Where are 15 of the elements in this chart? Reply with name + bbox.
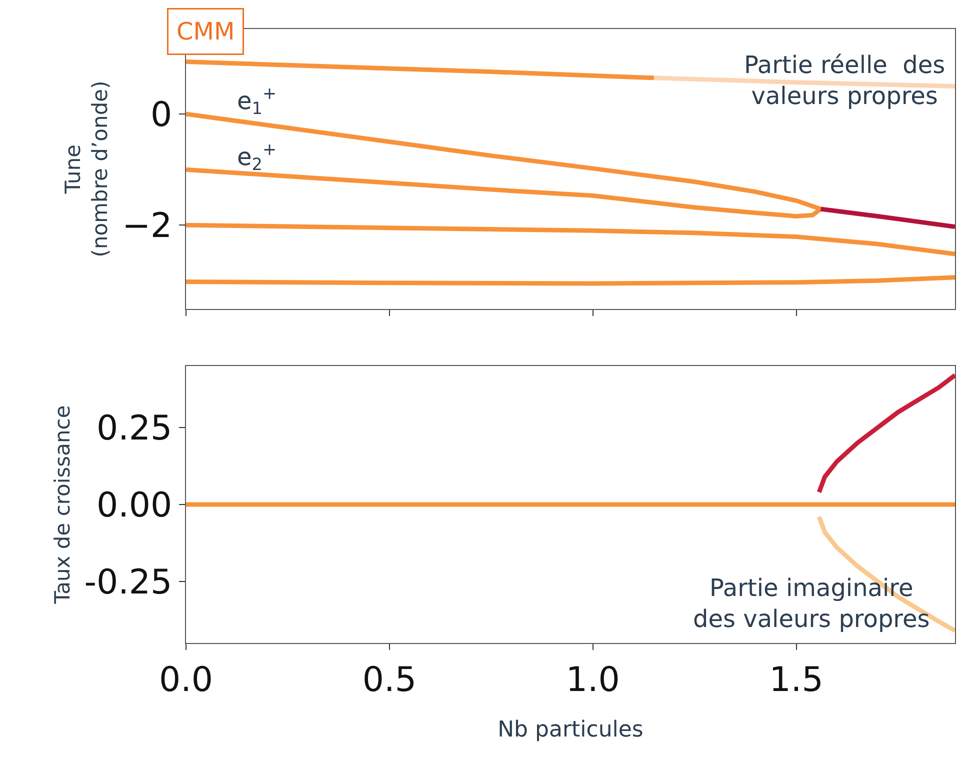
x-tick-label: 0.0 — [158, 660, 214, 700]
annotation: Partie réelle des valeurs propres — [744, 51, 946, 110]
y-tick-label: −2 — [122, 206, 172, 246]
annotation: CMM — [176, 18, 235, 46]
annotation: Partie imaginaire des valeurs propres — [693, 574, 930, 634]
x-tick-label: 1.0 — [566, 660, 620, 700]
y-axis-title: Taux de croissance — [50, 405, 74, 605]
y-tick-label: -0.25 — [84, 562, 172, 602]
y-tick-label: 0.00 — [96, 485, 172, 526]
y-tick-label: 0.25 — [96, 408, 172, 448]
x-axis-title: Nb particules — [498, 718, 644, 743]
x-tick-label: 0.5 — [362, 660, 416, 700]
y-axis-title: Tune (nombre d’onde) — [60, 80, 112, 258]
y-tick-label: 0 — [150, 94, 172, 135]
x-tick-label: 1.5 — [769, 660, 824, 700]
